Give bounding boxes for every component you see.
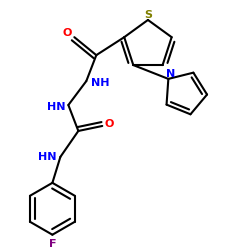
Text: N: N — [166, 69, 175, 79]
Text: O: O — [63, 28, 72, 38]
Text: HN: HN — [38, 152, 57, 162]
Text: O: O — [104, 119, 114, 129]
Text: NH: NH — [91, 78, 110, 88]
Text: HN: HN — [47, 102, 66, 112]
Text: S: S — [144, 10, 152, 20]
Text: F: F — [49, 239, 56, 249]
